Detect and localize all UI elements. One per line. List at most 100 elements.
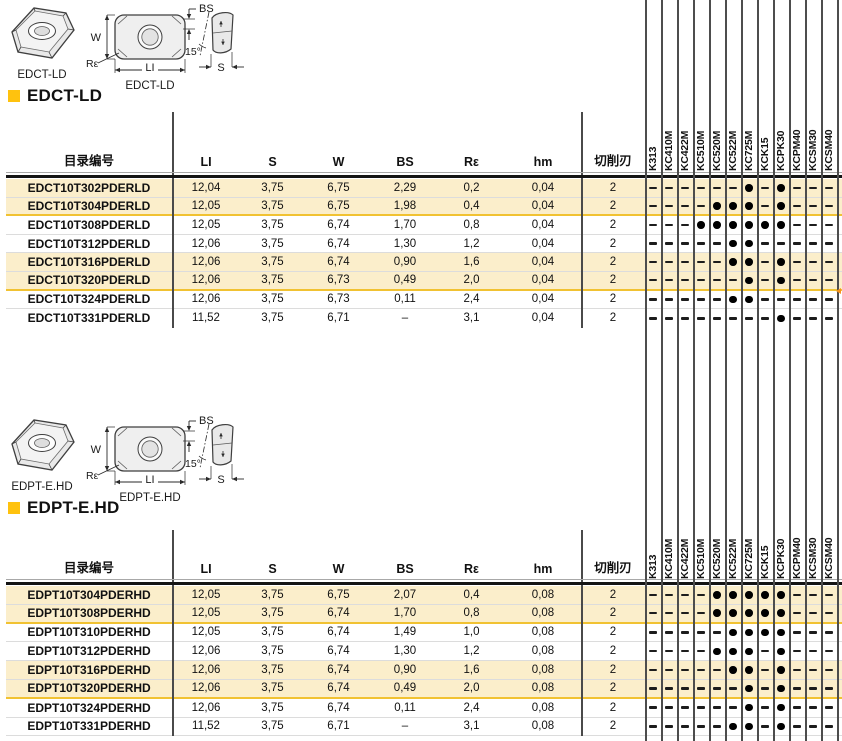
grade-cell <box>709 202 725 210</box>
availability-dot <box>745 666 753 674</box>
availability-dash <box>825 186 833 189</box>
table-row: EDCT10T324PDERLD 12,06 3,75 6,73 0,11 2,4 0,04… <box>6 290 842 310</box>
edct-insert-drawing: EDCT-LD <box>11 3 244 92</box>
grade-column-label: K313 <box>647 146 659 171</box>
value-cell: 0,08 <box>531 720 555 733</box>
iso-caption: EDCT-LD <box>17 69 66 81</box>
grade-cell <box>789 612 805 615</box>
grade-cell <box>693 687 709 690</box>
availability-dot <box>729 239 737 248</box>
value-cell: 2 <box>609 274 617 287</box>
grade-column-label: KC520M <box>711 130 723 171</box>
availability-dash <box>649 242 657 245</box>
grade-cell <box>677 242 693 245</box>
grade-column-label: KCK15 <box>759 545 771 579</box>
value-cell: 6,73 <box>327 293 350 306</box>
availability-dash <box>793 260 801 264</box>
grade-column-label: KC410M <box>663 130 675 171</box>
grade-cell <box>725 258 741 266</box>
availability-dash <box>793 706 801 709</box>
value-cell: 1,2 <box>463 237 480 250</box>
value-cell: – <box>401 312 409 325</box>
availability-dash <box>681 593 689 597</box>
value-cell: 6,71 <box>327 312 350 325</box>
catalog-number-cell: EDPT10T312PDERHD <box>27 644 151 659</box>
grade-cell <box>693 242 709 245</box>
grade-column-rule <box>837 0 839 741</box>
dim-label-bs: BS <box>199 3 214 15</box>
grade-cell <box>789 706 805 709</box>
value-cell: 2,29 <box>393 181 417 194</box>
grade-column-label: KC725M <box>743 130 755 171</box>
value-cell: 1,70 <box>393 218 417 231</box>
grade-cell <box>725 628 741 637</box>
availability-dash <box>697 612 705 615</box>
availability-dot <box>761 628 769 637</box>
availability-dot <box>777 666 785 674</box>
grade-column-label: KC510M <box>695 130 707 171</box>
availability-dash <box>761 687 769 690</box>
value-cell: 12,06 <box>191 293 221 306</box>
value-cell: 2,4 <box>463 293 480 306</box>
grade-cell <box>757 204 773 208</box>
catalog-number-cell: EDPT10T308PDERHD <box>27 606 151 621</box>
dim-label-w: W <box>91 32 102 44</box>
availability-dash <box>681 242 689 245</box>
grade-cell <box>805 279 821 282</box>
grade-cell <box>741 647 757 656</box>
grade-cell <box>677 279 693 282</box>
catalog-number-cell: EDCT10T331PDERLD <box>27 311 151 326</box>
value-cell: 2 <box>609 720 617 733</box>
grade-cell <box>805 706 821 709</box>
grade-cell <box>789 725 805 728</box>
availability-dash <box>793 317 801 320</box>
value-cell: 2,07 <box>393 588 417 601</box>
availability-dash <box>825 631 833 634</box>
value-cell: 3,75 <box>261 256 284 269</box>
table-row: EDCT10T320PDERLD 12,06 3,75 6,73 0,49 2,0 0,04… <box>6 271 842 291</box>
value-cell: 12,06 <box>191 701 221 714</box>
availability-dot <box>745 295 753 304</box>
grade-cell <box>821 593 837 597</box>
availability-dash <box>809 298 817 301</box>
availability-dash <box>809 317 817 320</box>
availability-dash <box>665 186 673 189</box>
grade-column-label: KCSM40 <box>823 129 835 171</box>
availability-dash <box>713 260 721 264</box>
availability-dash <box>649 593 657 597</box>
availability-dash <box>809 612 817 615</box>
value-cell: 0,04 <box>531 218 555 231</box>
catalog-number-cell: EDCT10T324PDERLD <box>27 292 151 307</box>
grade-cell <box>725 722 741 731</box>
value-cell: 2 <box>609 181 617 194</box>
value-cell: 2 <box>609 256 617 269</box>
value-cell: 0,49 <box>393 274 417 287</box>
grade-cell <box>709 298 725 301</box>
grade-column-rule <box>773 0 775 741</box>
dim-label-re: Rε <box>86 470 99 482</box>
grade-cell <box>805 260 821 264</box>
availability-dash <box>713 706 721 709</box>
catalog-column-divider <box>172 112 174 328</box>
availability-dash <box>649 612 657 615</box>
grade-cell <box>661 260 677 264</box>
availability-dot <box>761 591 769 599</box>
grade-column-rule <box>645 0 647 741</box>
table-row: EDCT10T312PDERLD 12,06 3,75 6,74 1,30 1,2 0,04… <box>6 234 842 254</box>
value-cell: 6,74 <box>327 645 350 658</box>
availability-dot <box>729 202 737 210</box>
grade-cell <box>709 260 725 264</box>
value-cell: 12,05 <box>191 626 221 639</box>
availability-dash <box>777 242 785 245</box>
grade-cell <box>677 298 693 301</box>
grade-cell <box>645 279 661 282</box>
grade-cell <box>661 279 677 282</box>
availability-dash <box>793 279 801 282</box>
grade-cell <box>789 186 805 189</box>
grade-cell <box>661 612 677 615</box>
grade-column-rule <box>693 0 695 741</box>
grade-cell <box>821 223 837 227</box>
table-row: EDPT10T312PDERHD 12,06 3,75 6,74 1,30 1,2 0,08… <box>6 642 842 662</box>
grade-cell <box>661 204 677 208</box>
availability-dot <box>745 276 753 285</box>
